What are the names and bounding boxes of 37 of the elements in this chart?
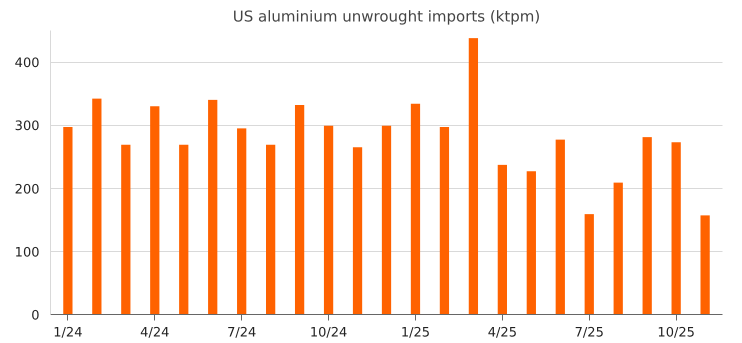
bar [266, 144, 276, 314]
bar [63, 127, 73, 314]
bar [150, 106, 160, 314]
x-tick-label: 10/24 [310, 326, 348, 340]
x-tick-label: 1/24 [53, 326, 82, 340]
bar [642, 137, 652, 314]
bar [294, 104, 304, 314]
bar [352, 147, 362, 314]
y-tick-label: 400 [14, 56, 40, 72]
bar [498, 164, 507, 314]
bar [382, 126, 392, 314]
bar [324, 126, 334, 314]
y-tick-label: 300 [14, 119, 40, 134]
bar [526, 171, 536, 314]
bar [614, 182, 623, 314]
bar [208, 100, 218, 314]
x-tick-label: 1/25 [400, 326, 430, 340]
bar [179, 144, 188, 314]
x-tick-label: 10/25 [657, 326, 695, 340]
x-tick-label: 7/25 [574, 326, 604, 340]
bar [121, 144, 130, 314]
bar [237, 128, 246, 314]
y-tick-label: 0 [31, 308, 40, 324]
x-tick-label: 4/24 [140, 326, 170, 340]
bar [556, 140, 565, 314]
y-tick-label: 100 [14, 245, 40, 260]
bar [584, 214, 594, 314]
bar [440, 127, 450, 314]
chart-title: US aluminium unwrought imports (ktpm) [232, 8, 540, 26]
y-tick-label: 200 [14, 182, 40, 198]
bar [700, 215, 710, 314]
bar [468, 38, 478, 314]
x-tick-label: 4/25 [488, 326, 517, 340]
x-tick-label: 7/24 [227, 326, 256, 340]
bar [410, 104, 420, 314]
bar [92, 98, 102, 314]
bar [672, 142, 681, 314]
